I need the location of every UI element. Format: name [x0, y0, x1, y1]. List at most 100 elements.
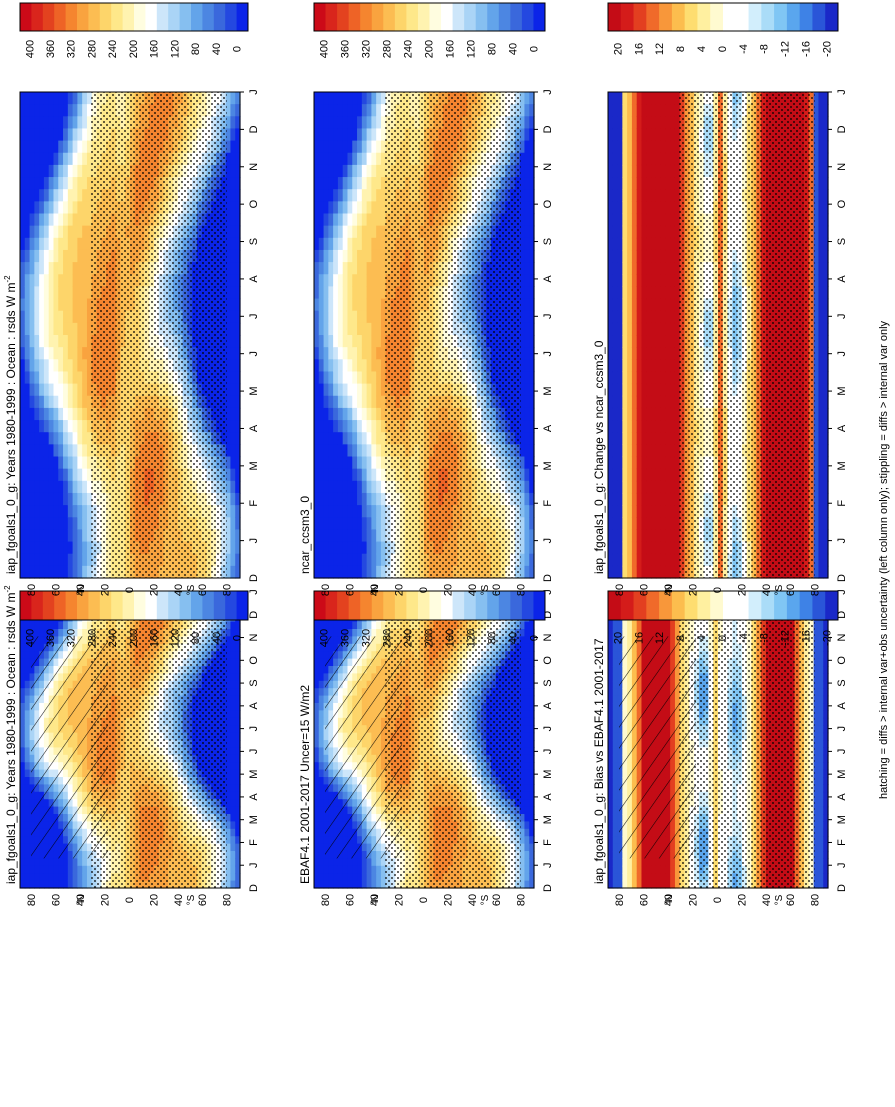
lat-hemisphere-label: °N: [664, 584, 675, 595]
colorbar-swatch: [621, 3, 634, 31]
month-tick-label: J: [542, 862, 554, 868]
lat-tick-label: 60: [197, 584, 209, 596]
colorbar-swatch: [111, 591, 123, 620]
month-tick-label: A: [248, 702, 260, 710]
colorbar-label: 200: [128, 629, 140, 647]
colorbar-swatch: [812, 3, 825, 31]
colorbar-label: 4: [696, 635, 708, 641]
month-tick-label: J: [836, 314, 848, 320]
month-tick-label: N: [836, 163, 848, 171]
lat-hemisphere-label: °N: [370, 584, 381, 595]
colorbar-label: 400: [24, 629, 36, 647]
month-tick-label: J: [542, 749, 554, 755]
colorbar-label: 320: [360, 629, 372, 647]
lat-tick-label: 20: [148, 584, 160, 596]
lat-tick-label: 80: [516, 584, 528, 596]
colorbar-label: 80: [486, 43, 498, 55]
colorbar-label: 280: [86, 40, 98, 58]
colorbar-swatch: [430, 591, 442, 620]
colorbar-label: -20: [821, 41, 833, 57]
lat-tick-label: 20: [687, 584, 699, 596]
lat-tick-label: 20: [736, 894, 748, 906]
lat-tick-label: 40: [467, 584, 479, 596]
lat-hemisphere-label: °N: [76, 584, 87, 595]
month-tick-label: J: [248, 314, 260, 320]
lat-tick-label: 0: [418, 587, 430, 593]
month-tick-label: S: [248, 679, 260, 686]
colorbar-label: -12: [780, 630, 792, 646]
colorbar-swatch: [88, 3, 100, 31]
panel-title: ncar_ccsm3_0: [298, 496, 312, 574]
lat-tick-label: 0: [712, 897, 724, 903]
panel-title: iap_fgoals1_0_g: Bias vs EBAF4.1 2001-20…: [592, 638, 606, 884]
lat-tick-label: 20: [393, 894, 405, 906]
lat-tick-label: 20: [99, 894, 111, 906]
colorbar-swatch: [168, 3, 180, 31]
month-tick-label: J: [248, 538, 260, 544]
lat-tick-label: 60: [639, 584, 651, 596]
colorbar-swatch: [499, 3, 511, 31]
colorbar-label: 360: [45, 629, 57, 647]
month-tick-label: M: [836, 386, 848, 395]
colorbar-swatch: [685, 3, 698, 31]
panel-title: EBAF4.1 2001-2017 Uncer=15 W/m2: [298, 685, 312, 884]
month-tick-label: A: [542, 793, 554, 801]
colorbar-swatch: [464, 3, 476, 31]
colorbar-label: 120: [465, 40, 477, 58]
lat-tick-label: 80: [810, 894, 822, 906]
colorbar-swatch: [214, 3, 226, 31]
colorbar-label: 16: [633, 632, 645, 644]
lat-tick-label: 60: [51, 584, 63, 596]
colorbar-label: 200: [128, 40, 140, 58]
month-tick-label: J: [248, 726, 260, 732]
colorbar-swatch: [225, 3, 237, 31]
month-tick-label: N: [542, 163, 554, 171]
month-tick-label: M: [248, 770, 260, 779]
lat-tick-label: 80: [320, 584, 332, 596]
colorbar-label: 4: [696, 46, 708, 52]
colorbar-label: -20: [821, 630, 833, 646]
colorbar-label: -16: [801, 41, 813, 57]
month-tick-label: A: [248, 793, 260, 801]
lat-hemisphere-label: °S: [480, 894, 491, 905]
colorbar-swatch: [20, 3, 32, 31]
stippling-overlay: [90, 92, 226, 578]
colorbar-swatch: [749, 3, 762, 31]
month-tick-label: O: [248, 199, 260, 208]
lat-tick-label: 60: [345, 584, 357, 596]
month-tick-label: D: [836, 574, 848, 582]
colorbar-swatch: [487, 3, 499, 31]
colorbar-label: 120: [169, 40, 181, 58]
month-tick-label: A: [542, 275, 554, 283]
lat-tick-label: 0: [712, 587, 724, 593]
lat-tick-label: 60: [491, 584, 503, 596]
month-tick-label: F: [542, 839, 554, 846]
lat-hemisphere-label: °S: [186, 894, 197, 905]
month-tick-label: S: [542, 679, 554, 686]
colorbar-label: -8: [759, 633, 771, 643]
month-tick-label: D: [542, 574, 554, 582]
colorbar-label: 200: [423, 629, 435, 647]
month-tick-label: J: [836, 351, 848, 357]
month-tick-label: S: [248, 238, 260, 245]
colorbar-swatch: [761, 3, 774, 31]
lat-hemisphere-label: °N: [76, 894, 87, 905]
month-tick-label: N: [836, 634, 848, 642]
colorbar-label: -16: [801, 630, 813, 646]
lat-tick-label: 80: [516, 894, 528, 906]
colorbar-swatch: [180, 3, 192, 31]
figure-footnote: hatching = diffs > internal var+obs unce…: [878, 320, 890, 799]
month-tick-label: M: [248, 386, 260, 395]
lat-tick-label: 60: [785, 894, 797, 906]
colorbar-swatch: [123, 3, 135, 31]
colorbar-label: 40: [507, 43, 519, 55]
colorbar-label: -4: [738, 44, 750, 54]
lat-tick-label: 60: [785, 584, 797, 596]
month-tick-label: F: [542, 500, 554, 507]
